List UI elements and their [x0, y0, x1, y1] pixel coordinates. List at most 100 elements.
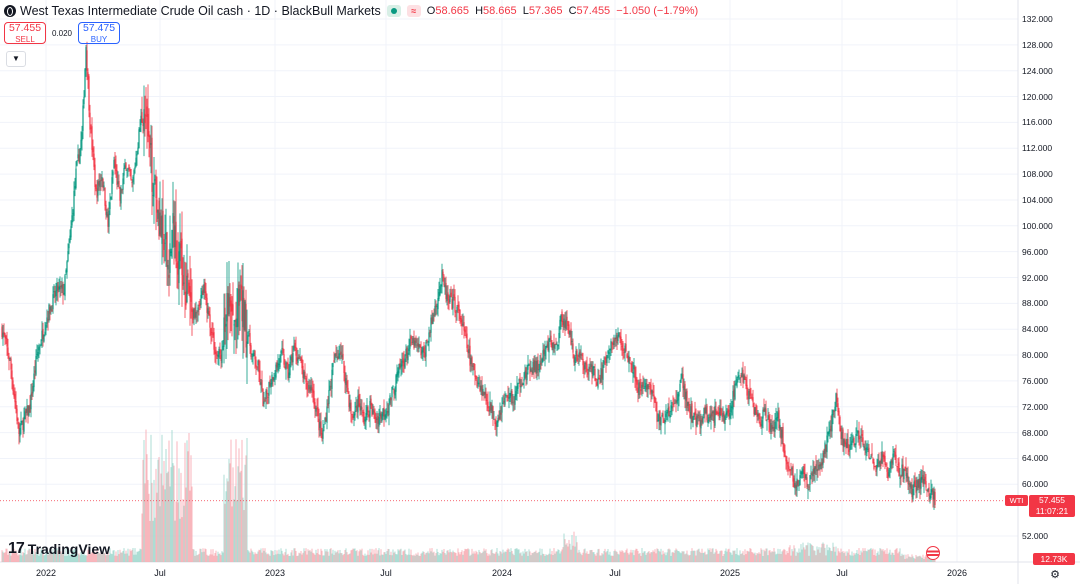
volume-bar: [227, 481, 229, 562]
volume-bar: [426, 552, 428, 562]
volume-bar: [891, 552, 893, 562]
candle-body: [306, 383, 308, 390]
volume-bar: [546, 555, 548, 562]
candle-body: [206, 297, 208, 313]
candle-body: [574, 357, 576, 366]
candle-body: [186, 275, 188, 303]
volume-bar: [300, 550, 302, 562]
candle-body: [609, 348, 611, 351]
candle-body: [450, 292, 452, 297]
volume-bar: [661, 554, 663, 562]
candle-body: [881, 451, 883, 464]
volume-bar: [664, 552, 666, 562]
volume-bar: [849, 554, 851, 562]
volume-bar: [685, 553, 687, 562]
candle-body: [339, 353, 341, 355]
volume-bar: [899, 548, 901, 562]
candle-body: [687, 401, 689, 406]
volume-bar: [363, 555, 365, 562]
volume-bar: [528, 549, 530, 562]
volume-bar: [650, 552, 652, 562]
volume-bar: [355, 551, 357, 562]
volume-bar: [544, 555, 546, 562]
volume-bar: [693, 550, 695, 562]
candle-body: [134, 166, 136, 169]
volume-bar: [540, 555, 542, 562]
candle-body: [620, 336, 622, 345]
candle-body: [374, 411, 376, 420]
volume-bar: [98, 552, 100, 562]
volume-bar: [429, 548, 431, 562]
candle-body: [584, 362, 586, 370]
volume-bar: [748, 551, 750, 562]
candle-body: [811, 473, 813, 475]
volume-bar: [195, 550, 197, 562]
candle-body: [312, 389, 314, 393]
candle-body: [514, 394, 516, 405]
settings-gear-icon[interactable]: ⚙: [1050, 569, 1060, 581]
candle-body: [632, 371, 634, 374]
candle-body: [427, 344, 429, 346]
volume-bar: [422, 551, 424, 562]
candle-body: [458, 304, 460, 311]
volume-bar: [716, 550, 718, 562]
us-flag-icon[interactable]: [926, 546, 940, 560]
volume-bar: [8, 551, 10, 562]
candle-body: [156, 199, 158, 213]
volume-bar: [383, 552, 385, 562]
tradingview-logo[interactable]: 17 TradingView: [8, 540, 110, 558]
buy-button[interactable]: 57.475 BUY: [78, 22, 120, 44]
volume-bar: [36, 554, 38, 562]
candle-body: [646, 385, 648, 390]
candle-body: [905, 467, 907, 477]
candle-body: [822, 453, 824, 465]
candle-body: [288, 372, 290, 378]
volume-bar: [505, 551, 507, 562]
volume-bar: [370, 552, 372, 562]
candle-body: [428, 332, 430, 343]
candle-body: [532, 361, 534, 373]
market-open-icon[interactable]: [386, 5, 401, 17]
volume-bar: [894, 549, 896, 562]
candle-body: [114, 159, 116, 168]
candle-body: [666, 412, 668, 414]
volume-bar: [68, 549, 70, 562]
volume-bar: [339, 549, 341, 562]
indicator-button[interactable]: ≈: [406, 5, 421, 17]
candle-body: [925, 481, 927, 488]
volume-bar: [796, 551, 798, 562]
volume-bar: [500, 551, 502, 562]
volume-bar: [208, 555, 210, 562]
volume-bar: [207, 555, 209, 562]
volume-bar: [29, 548, 31, 562]
wti-logo-icon: [4, 5, 16, 17]
candle-body: [744, 375, 746, 380]
volume-bar: [595, 555, 597, 562]
volume-bar: [895, 548, 897, 562]
candle-body: [93, 153, 95, 167]
tradingview-mark-icon: 17: [8, 540, 25, 557]
volume-bar: [896, 548, 898, 562]
collapse-legend-button[interactable]: ▼: [6, 51, 26, 67]
volume-bar: [448, 552, 450, 562]
candle-body: [924, 476, 926, 482]
candle-body: [124, 165, 126, 169]
volume-bar: [588, 553, 590, 562]
candle-body: [298, 357, 300, 359]
volume-bar: [481, 552, 483, 562]
volume-bar: [52, 549, 54, 562]
volume-bar: [841, 552, 843, 562]
price-tick-label: 76.000: [1022, 375, 1048, 386]
candle-body: [320, 421, 322, 435]
volume-bar: [108, 555, 110, 562]
sell-button[interactable]: 57.455 SELL: [4, 22, 46, 44]
candle-body: [590, 363, 592, 367]
candle-body: [269, 380, 271, 386]
candle-body: [734, 383, 736, 400]
volume-bar: [797, 552, 799, 562]
candle-body: [692, 416, 694, 423]
symbol-title[interactable]: West Texas Intermediate Crude Oil cash ·…: [20, 4, 381, 18]
candle-body: [501, 405, 503, 413]
volume-bar: [87, 549, 89, 562]
